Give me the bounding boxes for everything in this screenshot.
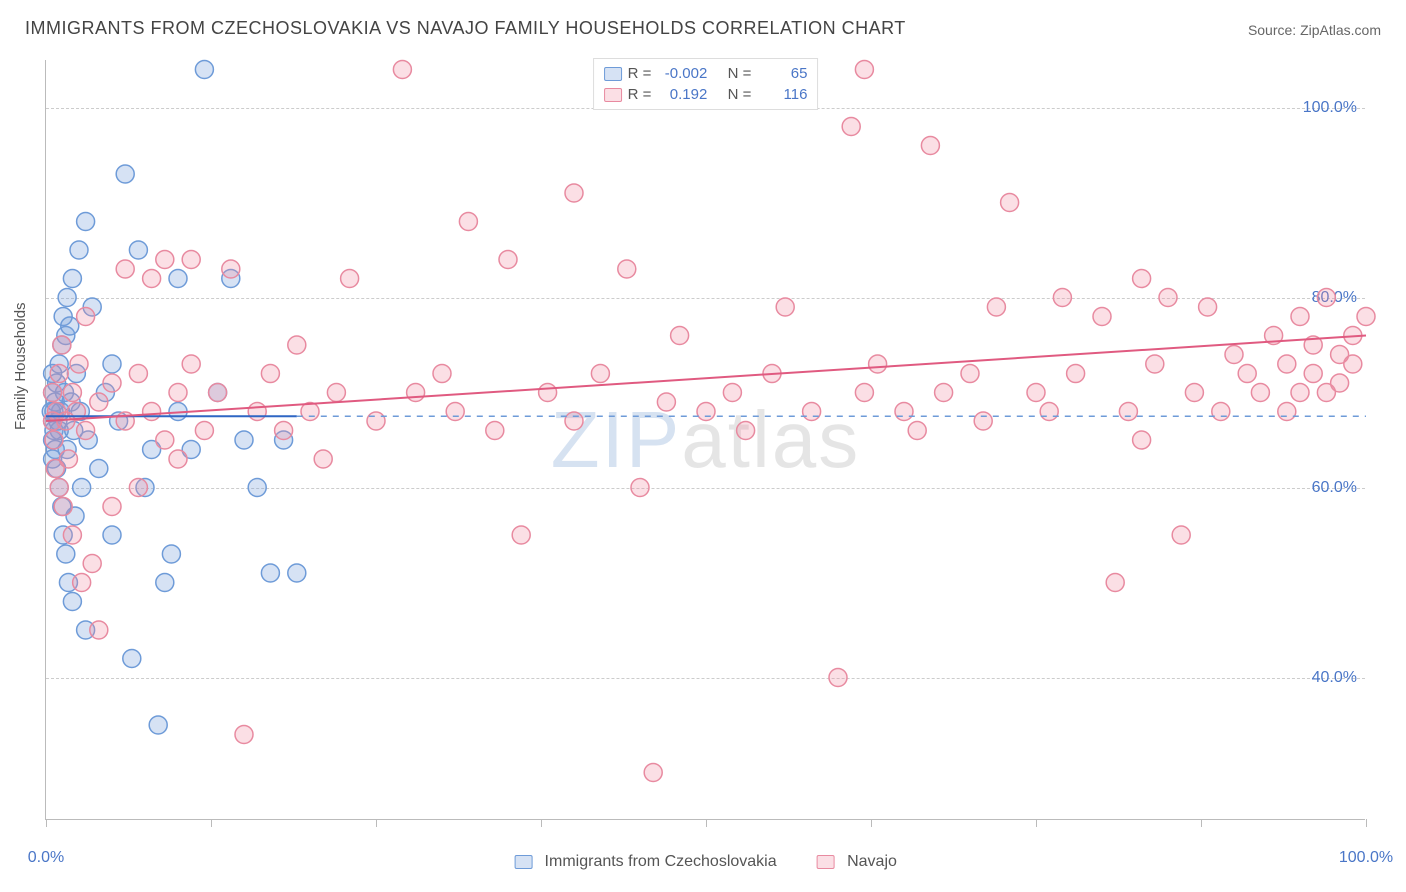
- plot-area: ZIPatlas 40.0%60.0%80.0%100.0% R = -0.00…: [45, 60, 1365, 820]
- legend-label-blue: Immigrants from Czechoslovakia: [545, 853, 777, 870]
- r-label: R =: [628, 65, 652, 82]
- legend-swatch-pink: [604, 88, 622, 102]
- source-label: Source: ZipAtlas.com: [1248, 22, 1381, 38]
- legend-series: Immigrants from Czechoslovakia Navajo: [514, 853, 897, 871]
- n-label: N =: [728, 86, 752, 103]
- chart-title: IMMIGRANTS FROM CZECHOSLOVAKIA VS NAVAJO…: [25, 18, 906, 39]
- legend-swatch-pink: [817, 855, 835, 869]
- legend-stats-row-blue: R = -0.002 N = 65: [604, 63, 808, 84]
- legend-item-blue: Immigrants from Czechoslovakia: [514, 853, 777, 871]
- scatter-svg: [46, 60, 1365, 819]
- chart-root: IMMIGRANTS FROM CZECHOSLOVAKIA VS NAVAJO…: [0, 0, 1406, 892]
- legend-swatch-blue: [514, 855, 532, 869]
- legend-stats: R = -0.002 N = 65 R = 0.192 N = 116: [593, 58, 819, 110]
- y-axis-label: Family Households: [12, 302, 29, 430]
- legend-item-pink: Navajo: [817, 853, 897, 871]
- n-value-blue: 65: [757, 65, 807, 82]
- r-label: R =: [628, 86, 652, 103]
- n-value-pink: 116: [757, 86, 807, 103]
- x-tick-label: 100.0%: [1339, 849, 1393, 867]
- r-value-pink: 0.192: [657, 86, 707, 103]
- legend-stats-row-pink: R = 0.192 N = 116: [604, 84, 808, 105]
- legend-label-pink: Navajo: [847, 853, 897, 870]
- r-value-blue: -0.002: [657, 65, 707, 82]
- n-label: N =: [728, 65, 752, 82]
- legend-swatch-blue: [604, 67, 622, 81]
- x-tick-label: 0.0%: [28, 849, 64, 867]
